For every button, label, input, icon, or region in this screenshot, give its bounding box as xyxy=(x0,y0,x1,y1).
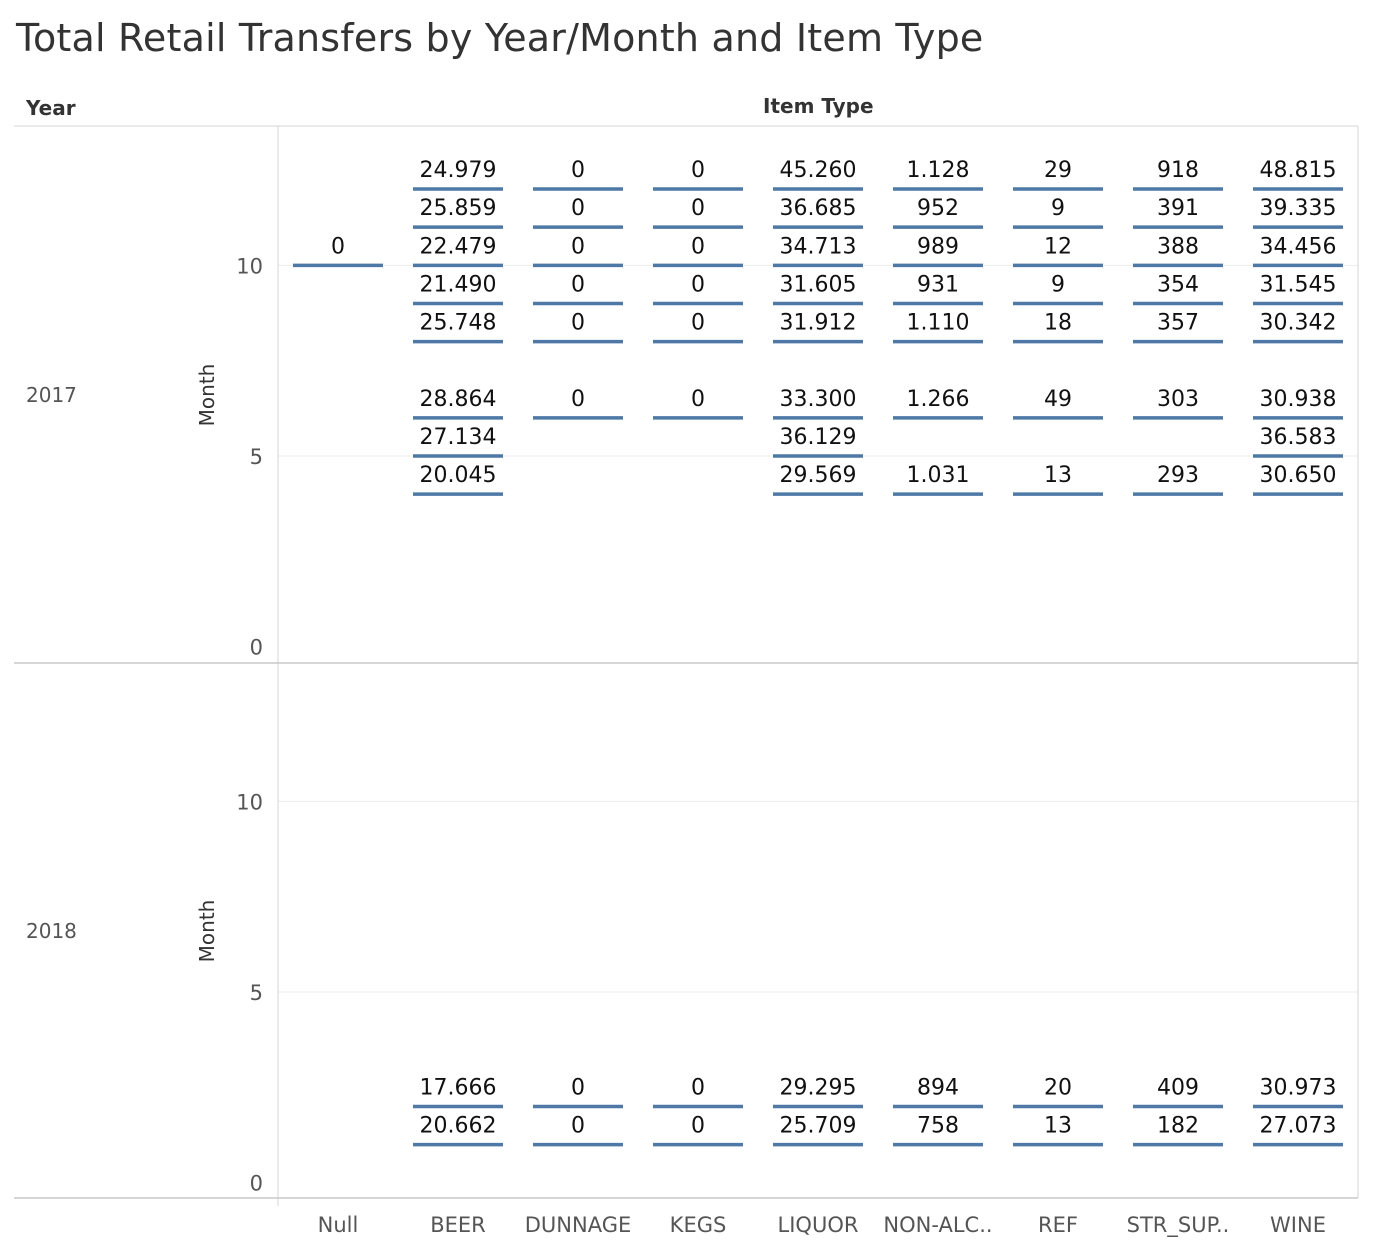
value-label: 182 xyxy=(1157,1114,1199,1139)
year-label: 2017 xyxy=(26,383,77,407)
value-label: 28.864 xyxy=(420,387,497,412)
value-label: 0 xyxy=(691,387,705,412)
value-label: 25.709 xyxy=(780,1114,857,1139)
y-tick-label: 0 xyxy=(250,636,263,660)
value-label: 1.128 xyxy=(907,158,970,183)
value-label: 36.685 xyxy=(780,196,857,221)
value-label: 30.342 xyxy=(1260,311,1337,336)
column-label: REF xyxy=(1038,1213,1078,1237)
value-label: 18 xyxy=(1044,311,1072,336)
value-label: 354 xyxy=(1157,272,1199,297)
y-tick-label: 5 xyxy=(250,445,263,469)
value-label: 36.583 xyxy=(1260,425,1337,450)
value-label: 894 xyxy=(917,1075,959,1100)
value-label: 25.748 xyxy=(420,311,497,336)
value-label: 12 xyxy=(1044,234,1072,259)
value-label: 0 xyxy=(571,272,585,297)
value-label: 0 xyxy=(571,1075,585,1100)
y-tick-label: 0 xyxy=(250,1172,263,1196)
value-label: 0 xyxy=(571,234,585,259)
year-label: 2018 xyxy=(26,919,77,943)
value-label: 30.650 xyxy=(1260,463,1337,488)
value-label: 34.713 xyxy=(780,234,857,259)
value-label: 27.073 xyxy=(1260,1114,1337,1139)
column-label: STR_SUP.. xyxy=(1127,1213,1230,1238)
value-label: 0 xyxy=(571,387,585,412)
value-label: 409 xyxy=(1157,1075,1199,1100)
value-label: 17.666 xyxy=(420,1075,497,1100)
value-label: 48.815 xyxy=(1260,158,1337,183)
item-type-header: Item Type xyxy=(763,94,874,118)
value-label: 0 xyxy=(571,196,585,221)
value-label: 13 xyxy=(1044,1114,1072,1139)
column-label: LIQUOR xyxy=(778,1213,859,1237)
value-label: 20.045 xyxy=(420,463,497,488)
value-label: 45.260 xyxy=(780,158,857,183)
value-label: 0 xyxy=(331,234,345,259)
value-label: 0 xyxy=(571,158,585,183)
value-label: 22.479 xyxy=(420,234,497,259)
value-label: 39.335 xyxy=(1260,196,1337,221)
value-label: 989 xyxy=(917,234,959,259)
value-label: 0 xyxy=(691,234,705,259)
value-label: 303 xyxy=(1157,387,1199,412)
value-label: 0 xyxy=(691,1114,705,1139)
value-label: 20 xyxy=(1044,1075,1072,1100)
column-label: WINE xyxy=(1270,1213,1326,1237)
month-axis-title: Month xyxy=(195,364,219,427)
value-label: 0 xyxy=(571,1114,585,1139)
y-tick-label: 10 xyxy=(236,790,263,814)
value-label: 29.295 xyxy=(780,1075,857,1100)
value-label: 0 xyxy=(571,311,585,336)
column-label: BEER xyxy=(430,1213,486,1237)
value-label: 36.129 xyxy=(780,425,857,450)
value-label: 49 xyxy=(1044,387,1072,412)
value-label: 31.912 xyxy=(780,311,857,336)
value-label: 952 xyxy=(917,196,959,221)
value-label: 30.973 xyxy=(1260,1075,1337,1100)
value-label: 0 xyxy=(691,311,705,336)
value-label: 9 xyxy=(1051,196,1065,221)
value-label: 30.938 xyxy=(1260,387,1337,412)
value-label: 357 xyxy=(1157,311,1199,336)
y-tick-label: 10 xyxy=(236,254,263,278)
value-label: 24.979 xyxy=(420,158,497,183)
value-label: 918 xyxy=(1157,158,1199,183)
y-tick-label: 5 xyxy=(250,981,263,1005)
column-label: NON-ALC.. xyxy=(883,1213,992,1237)
value-label: 33.300 xyxy=(780,387,857,412)
value-label: 1.266 xyxy=(907,387,970,412)
value-label: 388 xyxy=(1157,234,1199,259)
value-label: 1.031 xyxy=(907,463,970,488)
value-label: 29.569 xyxy=(780,463,857,488)
chart-title: Total Retail Transfers by Year/Month and… xyxy=(16,16,984,60)
value-label: 758 xyxy=(917,1114,959,1139)
column-label: KEGS xyxy=(670,1213,727,1237)
value-label: 0 xyxy=(691,272,705,297)
value-label: 9 xyxy=(1051,272,1065,297)
month-axis-title: Month xyxy=(195,900,219,963)
value-label: 391 xyxy=(1157,196,1199,221)
value-label: 31.605 xyxy=(780,272,857,297)
value-label: 1.110 xyxy=(907,311,970,336)
value-label: 25.859 xyxy=(420,196,497,221)
column-label: DUNNAGE xyxy=(525,1213,632,1237)
year-header: Year xyxy=(26,96,76,120)
column-label: Null xyxy=(318,1213,359,1237)
value-label: 29 xyxy=(1044,158,1072,183)
value-label: 27.134 xyxy=(420,425,497,450)
value-label: 31.545 xyxy=(1260,272,1337,297)
value-label: 34.456 xyxy=(1260,234,1337,259)
value-label: 13 xyxy=(1044,463,1072,488)
value-label: 0 xyxy=(691,158,705,183)
value-label: 931 xyxy=(917,272,959,297)
value-label: 21.490 xyxy=(420,272,497,297)
value-label: 293 xyxy=(1157,463,1199,488)
value-label: 0 xyxy=(691,196,705,221)
value-label: 0 xyxy=(691,1075,705,1100)
value-label: 20.662 xyxy=(420,1114,497,1139)
